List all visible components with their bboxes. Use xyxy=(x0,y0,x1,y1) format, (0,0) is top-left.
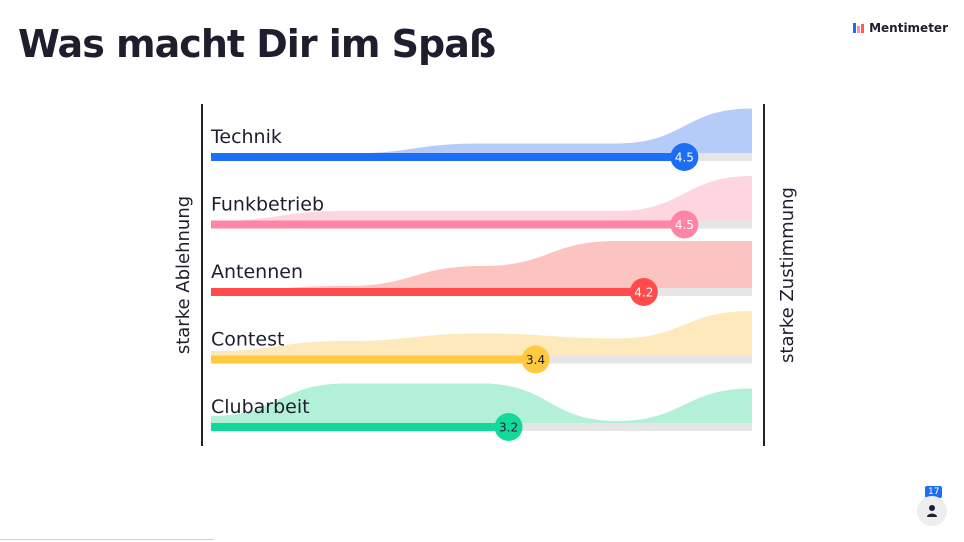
value-label: 3.2 xyxy=(499,421,518,435)
value-bar xyxy=(211,288,644,296)
statement-label: Technik xyxy=(210,126,282,148)
left-scale-label: starke Ablehnung xyxy=(173,196,194,354)
distribution-area xyxy=(211,241,752,291)
value-bar xyxy=(211,220,685,229)
statement-label: Contest xyxy=(211,329,284,351)
value-marker xyxy=(670,210,699,239)
value-marker xyxy=(521,345,550,374)
value-bar xyxy=(211,355,536,364)
distribution-area xyxy=(211,383,752,426)
person-icon xyxy=(927,505,937,517)
participant-count: 17 xyxy=(925,486,943,498)
value-marker xyxy=(629,278,658,306)
brand-name: Mentimeter xyxy=(869,21,948,35)
statement-label: Funkbetrieb xyxy=(211,194,324,216)
value-label: 4.2 xyxy=(634,286,653,300)
page-title: Was macht Dir im Spaß xyxy=(18,22,496,66)
right-scale-label: starke Zustimmung xyxy=(777,187,798,363)
statement-label: Antennen xyxy=(211,261,303,283)
value-marker xyxy=(670,143,699,171)
value-label: 3.4 xyxy=(526,353,545,367)
value-bar xyxy=(211,423,509,431)
participants-button[interactable] xyxy=(917,496,947,526)
bar-chart-icon xyxy=(853,23,865,33)
value-marker xyxy=(494,413,523,441)
statement-label: Clubarbeit xyxy=(211,396,310,418)
value-label: 4.5 xyxy=(675,218,694,232)
mentimeter-logo: Mentimeter xyxy=(853,21,948,35)
distribution-area xyxy=(211,108,752,156)
value-bar xyxy=(211,153,685,161)
distribution-area xyxy=(211,176,752,224)
progress-line xyxy=(0,539,214,540)
distribution-area xyxy=(211,311,752,359)
value-label: 4.5 xyxy=(675,151,694,165)
